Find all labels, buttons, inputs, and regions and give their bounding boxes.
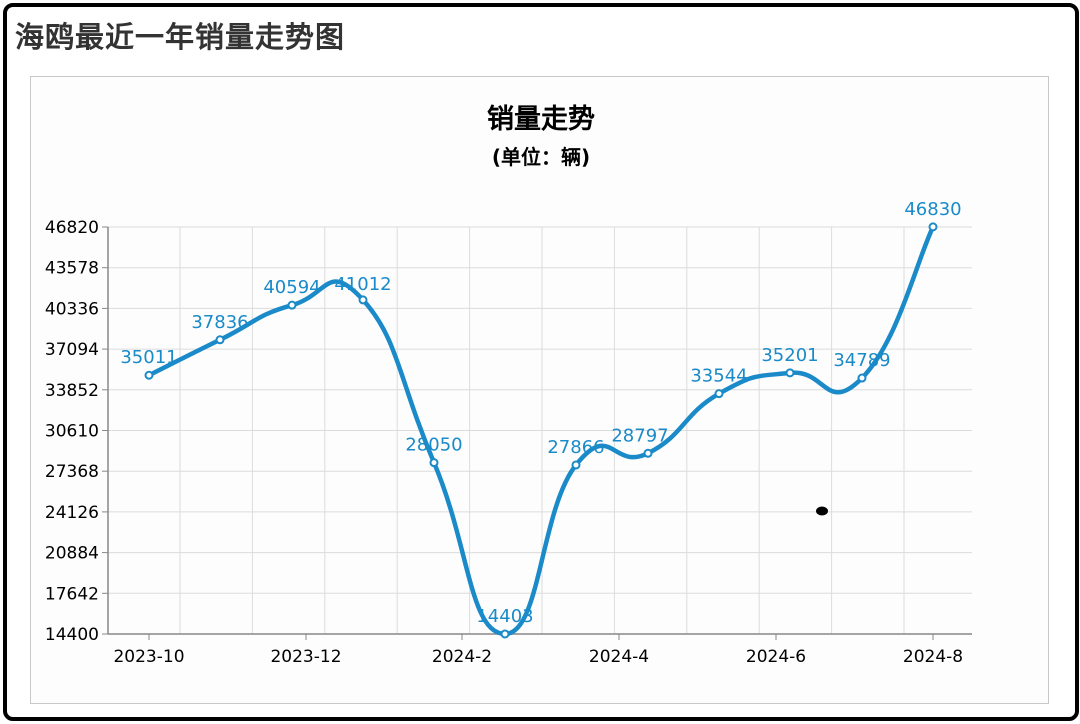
y-tick-label: 14400 <box>45 625 99 645</box>
data-label: 40594 <box>263 277 320 298</box>
data-point <box>429 458 439 468</box>
y-tick-label: 37094 <box>45 340 99 360</box>
data-label: 27866 <box>547 437 604 458</box>
data-point <box>287 300 297 310</box>
x-tick-label: 2023-10 <box>113 647 184 667</box>
y-tick-label: 33852 <box>45 381 99 401</box>
data-label: 33544 <box>690 366 747 387</box>
data-point <box>643 448 653 458</box>
x-tick-label: 2024-6 <box>746 647 806 667</box>
data-label: 41012 <box>334 274 391 295</box>
data-label: 35201 <box>761 345 818 366</box>
x-tick-label: 2024-4 <box>589 647 649 667</box>
axes: 14400 17642 20884 24126 27368 30610 33852 37094… <box>45 218 972 667</box>
series-line <box>147 225 936 637</box>
x-tick-label: 2023-12 <box>270 647 341 667</box>
y-tick-label: 17642 <box>45 584 99 604</box>
y-tick-label: 40336 <box>45 299 99 319</box>
y-tick-label: 46820 <box>45 218 99 238</box>
y-tick-label: 20884 <box>45 544 99 564</box>
x-tick-label: 2024-8 <box>903 647 963 667</box>
y-tick-label: 27368 <box>45 462 99 482</box>
data-point <box>500 629 510 639</box>
data-point <box>857 373 867 383</box>
data-labels: 35011 37836 40594 41012 28050 14403 27866 28797… <box>120 199 961 627</box>
data-label: 34789 <box>833 350 890 371</box>
y-tick-label: 24126 <box>45 503 99 523</box>
data-point <box>785 368 795 378</box>
series <box>144 222 938 639</box>
page-title: 海鸥最近一年销量走势图 <box>15 20 346 54</box>
data-label: 37836 <box>191 312 248 333</box>
data-label: 14403 <box>476 606 533 627</box>
data-point <box>714 389 724 399</box>
data-label: 35011 <box>120 347 177 368</box>
data-label: 28797 <box>611 425 668 446</box>
data-point <box>571 460 581 470</box>
data-point <box>928 222 938 232</box>
data-label: 28050 <box>405 435 462 456</box>
data-point <box>144 370 154 380</box>
y-tick-label: 43578 <box>45 259 99 279</box>
data-point <box>358 295 368 305</box>
chart-container: 14400 17642 20884 24126 27368 30610 33852 37094… <box>30 76 1049 704</box>
x-tick-label: 2024-2 <box>432 647 492 667</box>
stray-dot <box>816 506 828 516</box>
line-chart: 14400 17642 20884 24126 27368 30610 33852 37094… <box>45 104 972 667</box>
data-label: 46830 <box>904 199 961 220</box>
chart-title: 销量走势 <box>487 104 595 135</box>
y-tick-label: 30610 <box>45 422 99 442</box>
data-point <box>215 335 225 345</box>
chart-subtitle: (单位：辆) <box>492 145 590 169</box>
